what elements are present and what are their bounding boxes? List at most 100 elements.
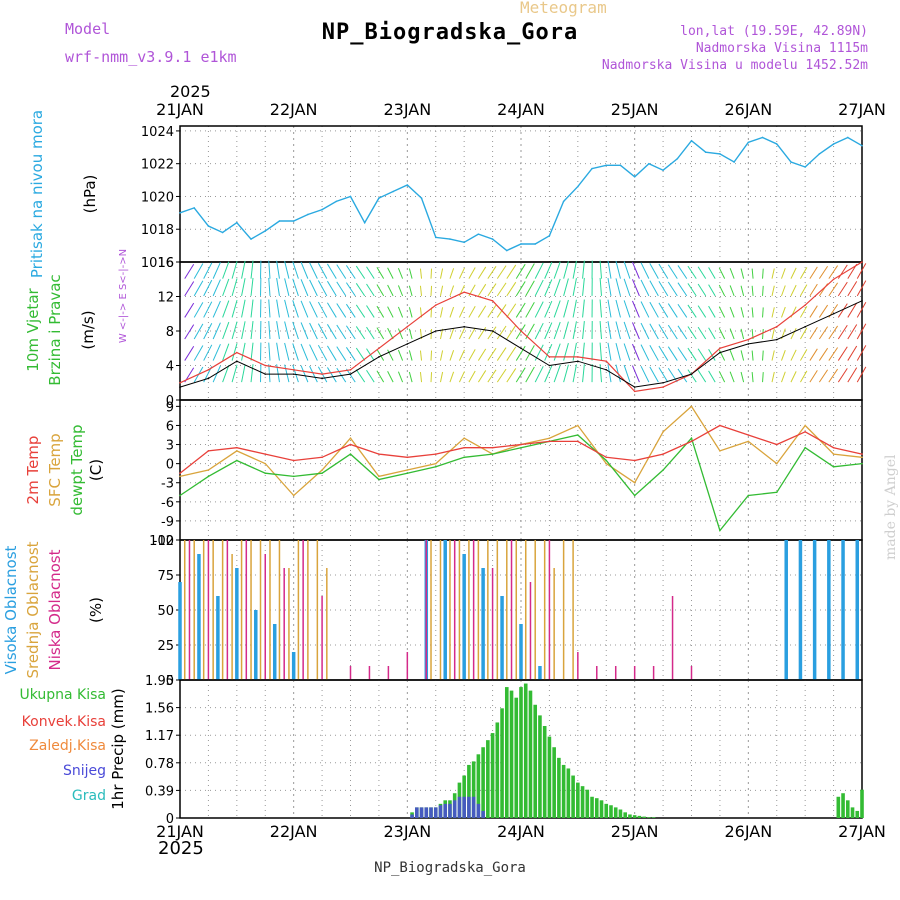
t2m-line-point <box>775 443 778 446</box>
pressure-line-point <box>619 164 622 167</box>
pressure-line-point <box>378 197 380 199</box>
pressure-line-point <box>406 184 409 186</box>
wind-barb <box>667 303 678 318</box>
cloud-bar-low <box>453 540 456 680</box>
precip-bar-total <box>845 800 850 818</box>
x-tick-label-top: 27JAN <box>838 100 886 119</box>
y-tick-label: 0.39 <box>145 784 174 799</box>
wind-barb <box>336 281 347 297</box>
tsfc-line-point <box>292 494 295 497</box>
x-tick-label-top: 21JAN <box>156 100 204 119</box>
precip-bar-snow <box>476 803 481 818</box>
y-tick-label: 1022 <box>141 158 174 173</box>
pressure-line-point <box>420 197 423 199</box>
pressure-line-point <box>690 139 693 142</box>
pressure-line-point <box>321 208 323 211</box>
wind-barb <box>667 324 678 340</box>
y-tick-label: 0 <box>166 674 174 689</box>
y-tick-label: 100 <box>149 534 174 549</box>
wind-barb <box>419 268 423 279</box>
cloud-bar-mid <box>326 568 328 680</box>
precip-bar-total <box>590 796 594 818</box>
wind-barb <box>268 364 271 383</box>
wind-barb <box>607 260 612 279</box>
wind-barb <box>740 350 745 361</box>
wind-speed-line-point <box>775 338 778 341</box>
wind-barb <box>408 307 413 318</box>
wind-speed-line-point <box>577 360 579 362</box>
dewpt-line-point <box>378 478 380 481</box>
dewpt-line-point <box>179 494 181 497</box>
wind-speed-line-point <box>633 386 636 388</box>
wind-speed-line-point <box>179 386 181 388</box>
cloud-bar-low <box>226 540 229 680</box>
wind-barb <box>284 299 290 318</box>
wind-barb <box>708 327 716 340</box>
wind-barb <box>515 281 526 297</box>
wind-barb <box>658 367 669 383</box>
wind-barb <box>544 343 553 361</box>
precip-bar-total <box>538 715 542 818</box>
wind-barb <box>771 328 775 340</box>
wind-barb <box>292 278 299 297</box>
precip-bar-total <box>476 754 481 818</box>
pressure-line-point <box>534 243 537 245</box>
wind-barb <box>687 369 697 383</box>
precip-bar-total <box>471 761 476 818</box>
tsfc-line-point <box>804 424 806 427</box>
cloud-bar-low <box>406 652 409 680</box>
wind-barb <box>607 364 612 383</box>
tsfc-line-point <box>690 405 693 408</box>
wind-barb <box>615 261 621 279</box>
t2m-line-point <box>378 453 380 455</box>
tsfc-line-point <box>349 437 352 439</box>
wind-barb <box>677 325 688 340</box>
precip-bar-total <box>850 807 855 818</box>
wind-barb <box>781 285 786 297</box>
x-tick-label-top: 22JAN <box>270 100 318 119</box>
wind-barb <box>740 371 745 383</box>
cloud-bar-mid <box>572 540 574 680</box>
cloud-bar-low <box>425 540 428 680</box>
pressure-line-point <box>733 161 735 163</box>
wind-barb <box>336 303 347 318</box>
wind-barb <box>623 261 631 279</box>
model-altitude-readout: Nadmorska Visina u modelu 1452.52m <box>601 58 868 73</box>
cloud-bar-high <box>235 568 239 680</box>
wind-barb <box>563 364 569 383</box>
wind-barb <box>326 324 337 340</box>
precip-bar-total <box>542 726 547 818</box>
wind-barb <box>250 299 254 318</box>
pressure-line-point <box>278 220 281 222</box>
axis-label: dewpt Temp <box>68 424 86 515</box>
cloud-bar-low <box>245 540 248 680</box>
precip-bar-total <box>486 740 490 818</box>
wind-barb <box>184 281 195 297</box>
wind-barb <box>317 280 328 297</box>
precip-bar-total <box>841 793 845 818</box>
wind-barb <box>458 306 465 318</box>
cloud-bar-mid <box>278 540 281 680</box>
wind-gust-line-point <box>747 338 750 341</box>
dewpt-line-point <box>832 466 835 468</box>
cloud-bar-mid <box>316 540 319 680</box>
wind-gust-line-point <box>236 351 238 354</box>
wind-barb <box>790 284 797 297</box>
wind-barb <box>856 323 867 340</box>
precip-bar-snow <box>457 796 462 818</box>
wind-barb <box>387 267 394 279</box>
x-tick-label-bottom: 25JAN <box>611 822 659 841</box>
t2m-line-point <box>861 453 863 455</box>
wind-barb <box>525 302 535 318</box>
wind-barb <box>366 369 375 383</box>
wind-barb <box>781 371 786 383</box>
cloud-bar-high <box>841 540 845 680</box>
wind-barb <box>477 305 487 318</box>
wind-barb <box>623 321 631 340</box>
wind-barb <box>582 299 585 318</box>
pressure-line-point <box>363 221 366 224</box>
wind-barb <box>718 306 726 318</box>
wind-barb <box>300 322 309 340</box>
wind-gust-line-point <box>463 291 465 293</box>
axis-label: Visoka Oblacnost <box>2 545 20 674</box>
